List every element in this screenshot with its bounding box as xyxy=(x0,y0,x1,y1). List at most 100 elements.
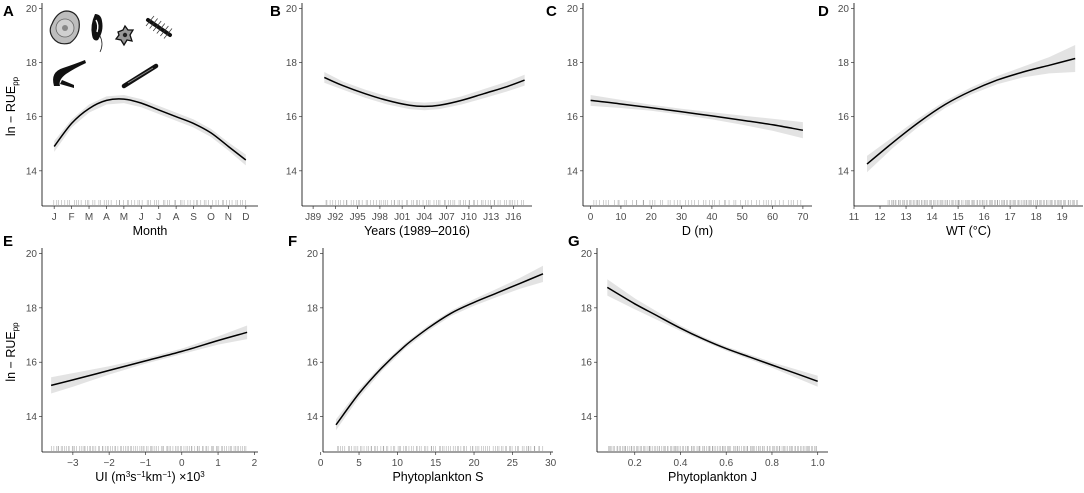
x-axis-label-part: ) ×10 xyxy=(171,470,200,484)
x-tick-label: 12 xyxy=(874,212,886,223)
x-tick-label: 0.8 xyxy=(765,458,779,469)
rug-marks xyxy=(51,446,247,451)
y-tick-label: 16 xyxy=(567,112,579,123)
chain-spine xyxy=(164,25,169,32)
dinoflagellate-icon xyxy=(91,14,103,53)
x-tick-label: 18 xyxy=(1031,212,1043,223)
y-tick-label: 14 xyxy=(307,412,319,423)
y-tick-label: 20 xyxy=(307,249,319,260)
dino-groove xyxy=(95,19,99,33)
panel-letter: B xyxy=(270,3,281,20)
y-axis-label-sub: pp xyxy=(11,76,20,85)
fit-line xyxy=(606,286,818,383)
rug-marks xyxy=(608,446,817,451)
x-tick-label: 20 xyxy=(646,212,658,223)
y-tick-label: 14 xyxy=(838,166,850,177)
rug-marks xyxy=(593,200,802,205)
y-tick-label: 14 xyxy=(581,412,593,423)
x-tick-label: N xyxy=(225,212,232,223)
x-tick-label: 15 xyxy=(953,212,965,223)
diatom-core xyxy=(62,25,68,31)
x-axis-label: Phytoplankton S xyxy=(392,470,483,484)
x-tick-label: 25 xyxy=(507,458,519,469)
x-tick-label: 2 xyxy=(252,458,258,469)
x-axis-label-part: km xyxy=(146,470,163,484)
x-tick-label: M xyxy=(120,212,128,223)
x-axis-label-part: UI (m xyxy=(95,470,126,484)
chain-spine xyxy=(152,25,158,32)
panel-letter: E xyxy=(3,233,13,250)
x-tick-label: 40 xyxy=(706,212,718,223)
dino-body xyxy=(91,14,103,41)
panel-d: D 14 16 18 20 11 12 13 14 15 16 17 18 19 WT (°C) xyxy=(818,3,1083,238)
y-tick-label: 18 xyxy=(567,58,579,69)
panel-letter: G xyxy=(568,233,580,250)
fit-line xyxy=(335,273,544,426)
x-axis-label-part: −1 xyxy=(162,470,172,479)
x-tick-label: 0 xyxy=(318,458,324,469)
x-axis-label: Years (1989–2016) xyxy=(364,224,470,238)
y-axis-label: ln − RUEpp xyxy=(4,76,20,136)
x-tick-label: A xyxy=(103,212,110,223)
star-cell-center xyxy=(122,32,128,38)
x-tick-label: J95 xyxy=(350,212,367,223)
x-tick-label: 17 xyxy=(1005,212,1017,223)
y-tick-label: 20 xyxy=(567,4,579,15)
x-tick-label: −1 xyxy=(140,458,152,469)
confidence-band xyxy=(324,72,525,111)
chain-spine xyxy=(145,20,151,27)
chain-spine xyxy=(163,33,169,39)
confidence-band xyxy=(54,95,246,166)
panel-g: G 14 16 18 20 0.2 0.4 0.6 0.8 1.0 Phytoplankton J xyxy=(568,233,828,484)
panel-c: C 14 16 18 20 0 10 20 30 40 50 60 70 D (m) xyxy=(546,3,812,238)
x-tick-label: 70 xyxy=(797,212,809,223)
y-axis-label: ln − RUEpp xyxy=(4,322,20,382)
y-axis-label-main: ln − RUE xyxy=(4,331,18,381)
x-tick-label: 50 xyxy=(737,212,749,223)
x-tick-label: 60 xyxy=(767,212,779,223)
x-tick-label: 13 xyxy=(900,212,912,223)
x-axis-label: Phytoplankton J xyxy=(668,470,757,484)
fit-line xyxy=(866,57,1076,165)
y-tick-label: 16 xyxy=(26,112,38,123)
x-axis-label: D (m) xyxy=(682,224,713,238)
y-tick-label: 14 xyxy=(567,166,579,177)
fit-line xyxy=(323,76,525,108)
dino-flagellum xyxy=(99,35,103,53)
x-tick-label: J13 xyxy=(483,212,500,223)
curved-cell-horn xyxy=(60,80,74,88)
chain-spine xyxy=(156,28,162,34)
diatom-icon xyxy=(49,10,80,45)
x-tick-label: 10 xyxy=(392,458,404,469)
x-axis-label-part: −1 xyxy=(137,470,147,479)
y-axis-label-sub: pp xyxy=(11,322,20,331)
x-tick-label: J01 xyxy=(394,212,411,223)
curved-cell-icon xyxy=(53,60,86,88)
y-axis-label-main: ln − RUE xyxy=(4,86,18,136)
y-tick-label: 18 xyxy=(26,303,38,314)
chain-spine xyxy=(160,30,165,37)
x-tick-label: 1 xyxy=(215,458,221,469)
x-tick-label: A xyxy=(173,212,180,223)
x-axis-label: WT (°C) xyxy=(946,224,991,238)
y-tick-label: 14 xyxy=(26,166,38,177)
y-tick-label: 16 xyxy=(307,358,319,369)
x-tick-label: 16 xyxy=(979,212,991,223)
chain-spine xyxy=(153,18,158,24)
y-tick-label: 20 xyxy=(838,4,850,15)
x-tick-label: O xyxy=(207,212,215,223)
panel-letter: F xyxy=(288,233,297,250)
x-tick-label: 5 xyxy=(356,458,362,469)
x-axis-label: Month xyxy=(133,224,168,238)
fit-line xyxy=(590,99,804,131)
y-tick-label: 18 xyxy=(26,58,38,69)
chain-spine xyxy=(160,23,166,29)
x-tick-label: J89 xyxy=(305,212,322,223)
panel-b: B 14 16 18 20 J89 J92 J95 J98 J01 J04 J07 J10 J13 J16 Y… xyxy=(270,3,532,238)
x-tick-label: 1.0 xyxy=(811,458,825,469)
x-tick-label: J xyxy=(139,212,144,223)
x-axis-label-part: 3 xyxy=(200,470,205,479)
chain-spine xyxy=(167,28,173,34)
y-tick-label: 18 xyxy=(307,303,319,314)
